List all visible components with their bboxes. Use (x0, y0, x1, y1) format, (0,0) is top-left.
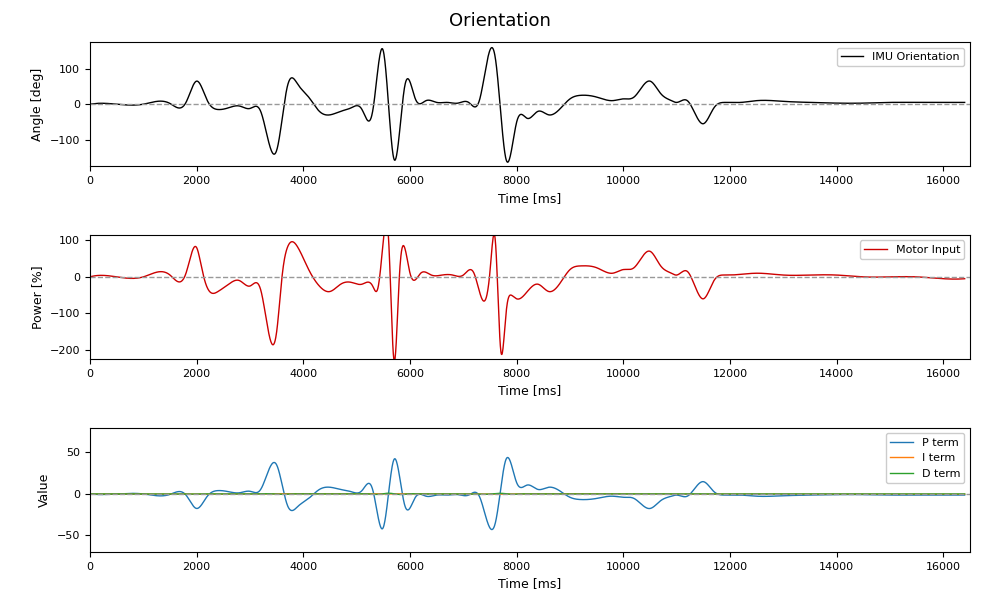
P term (184, 497, 196, 504)
Line: IMU Orientation: IMU Orientation (90, 47, 965, 162)
Line: Motor Input: Motor Input (90, 221, 965, 361)
Legend: IMU Orientation: IMU Orientation (837, 47, 964, 67)
Legend: P term, I term, D term: P term, I term, D term (886, 433, 964, 483)
P term (959, 491, 971, 499)
P term (502, 454, 514, 461)
D term (236, 490, 248, 497)
Y-axis label: Angle [deg]: Angle [deg] (31, 68, 44, 141)
I term (84, 490, 96, 497)
I term (848, 491, 860, 498)
X-axis label: Time [ms]: Time [ms] (498, 385, 562, 397)
D term (848, 490, 860, 497)
Motor Input (184, 256, 196, 263)
Line: P term: P term (90, 457, 965, 530)
IMU Orientation (486, 44, 498, 51)
D term (395, 491, 407, 498)
Y-axis label: Power [%]: Power [%] (31, 265, 44, 329)
Motor Input (959, 275, 971, 283)
D term (458, 490, 470, 497)
IMU Orientation (959, 99, 971, 106)
D term (84, 490, 96, 497)
I term (419, 490, 431, 497)
IMU Orientation (942, 99, 954, 106)
Motor Input (458, 271, 470, 278)
I term (184, 490, 196, 497)
P term (486, 526, 498, 533)
IMU Orientation (84, 101, 96, 108)
IMU Orientation (236, 103, 248, 110)
D term (959, 490, 971, 497)
Y-axis label: Value: Value (38, 473, 51, 507)
IMU Orientation (848, 100, 860, 107)
P term (942, 491, 954, 499)
Motor Input (420, 269, 432, 276)
Motor Input (942, 275, 954, 283)
X-axis label: Time [ms]: Time [ms] (498, 191, 562, 205)
I term (558, 490, 570, 497)
Motor Input (388, 358, 400, 365)
I term (942, 491, 954, 498)
D term (942, 490, 954, 497)
IMU Orientation (502, 158, 514, 166)
Line: D term: D term (90, 493, 965, 494)
X-axis label: Time [ms]: Time [ms] (498, 577, 562, 590)
P term (84, 490, 96, 497)
P term (419, 493, 431, 500)
D term (420, 490, 432, 497)
P term (457, 492, 469, 499)
I term (959, 491, 971, 498)
I term (236, 490, 248, 497)
I term (457, 490, 469, 497)
P term (848, 491, 860, 498)
Motor Input (84, 273, 96, 280)
P term (236, 489, 248, 496)
Legend: Motor Input: Motor Input (860, 241, 964, 259)
Motor Input (380, 218, 392, 225)
Text: Orientation: Orientation (449, 12, 551, 30)
IMU Orientation (457, 98, 469, 105)
D term (184, 490, 196, 497)
IMU Orientation (184, 90, 196, 97)
Motor Input (236, 278, 248, 286)
Motor Input (848, 272, 860, 280)
D term (383, 490, 395, 497)
IMU Orientation (419, 97, 431, 104)
